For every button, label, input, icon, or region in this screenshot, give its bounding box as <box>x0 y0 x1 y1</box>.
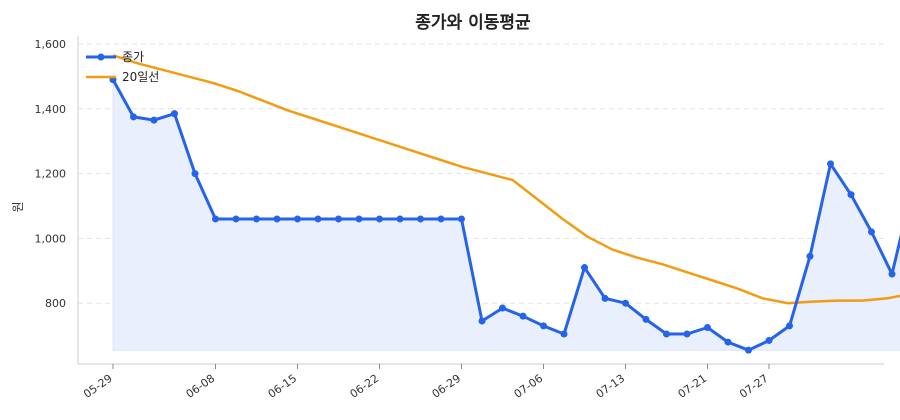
close-point <box>150 116 158 124</box>
close-point <box>663 330 670 338</box>
x-tick-label: 07-21 <box>676 372 710 401</box>
y-tick-label: 1,600 <box>35 38 67 51</box>
y-tick-label: 800 <box>45 297 66 310</box>
x-tick-label: 06-22 <box>348 372 382 401</box>
x-tick-label: 06-08 <box>184 372 218 401</box>
x-tick-label: 05-29 <box>81 372 115 401</box>
close-point <box>171 110 178 118</box>
close-point <box>560 330 568 338</box>
close-point <box>437 215 445 223</box>
close-point <box>519 312 527 320</box>
close-point <box>458 215 465 223</box>
close-point <box>478 317 486 325</box>
close-point <box>376 215 383 223</box>
close-point <box>765 336 773 344</box>
close-point <box>622 299 629 307</box>
close-point <box>601 294 609 302</box>
close-point <box>355 215 363 223</box>
close-point <box>130 113 137 121</box>
legend: 종가 20일선 <box>86 50 159 84</box>
legend-label-close: 종가 <box>122 50 144 64</box>
close-point <box>724 338 732 346</box>
close-point <box>191 170 199 178</box>
close-point <box>704 324 711 331</box>
x-tick-label: 07-13 <box>594 372 628 401</box>
y-axis-label: 원 <box>11 201 25 212</box>
close-point <box>786 322 793 330</box>
series-line-종가 <box>111 78 900 352</box>
legend-label-ma: 20일선 <box>122 70 159 84</box>
close-point <box>868 228 875 236</box>
close-point <box>642 315 650 323</box>
close-point <box>888 270 896 278</box>
close-point <box>847 191 855 199</box>
gridlines <box>77 36 884 365</box>
close-point <box>212 215 219 223</box>
close-point <box>396 215 404 223</box>
legend-close-marker <box>97 53 105 61</box>
x-tick-label: 06-15 <box>266 372 300 401</box>
chart-title: 종가와 이동평균 <box>415 13 531 33</box>
close-point <box>540 322 547 330</box>
y-tick-label: 1,000 <box>35 232 67 245</box>
close-point <box>499 304 506 312</box>
close-point <box>827 160 834 168</box>
close-point <box>335 215 342 223</box>
y-tick-label: 1,200 <box>35 168 67 181</box>
close-point <box>581 264 588 272</box>
close-point <box>314 215 322 223</box>
x-tick-label: 07-06 <box>512 372 546 401</box>
close-point <box>253 215 260 223</box>
close-point <box>745 346 752 354</box>
close-point <box>683 330 691 338</box>
close-markers <box>109 76 896 354</box>
x-tick-label: 06-29 <box>430 372 464 401</box>
y-tick-label: 1,400 <box>35 103 67 116</box>
x-tick-label: 07-27 <box>737 372 771 401</box>
y-tick-labels: 800 1,000 1,200 1,400 1,600 <box>35 38 67 310</box>
x-tick-labels: 05-29 06-08 06-15 06-22 06-29 07-06 07-13 07-21… <box>81 364 771 401</box>
series-line-20일선 <box>112 54 900 305</box>
close-point <box>294 215 301 223</box>
close-point <box>232 215 240 223</box>
close-point <box>806 252 814 260</box>
close-point <box>417 215 424 223</box>
close-point <box>273 215 281 223</box>
